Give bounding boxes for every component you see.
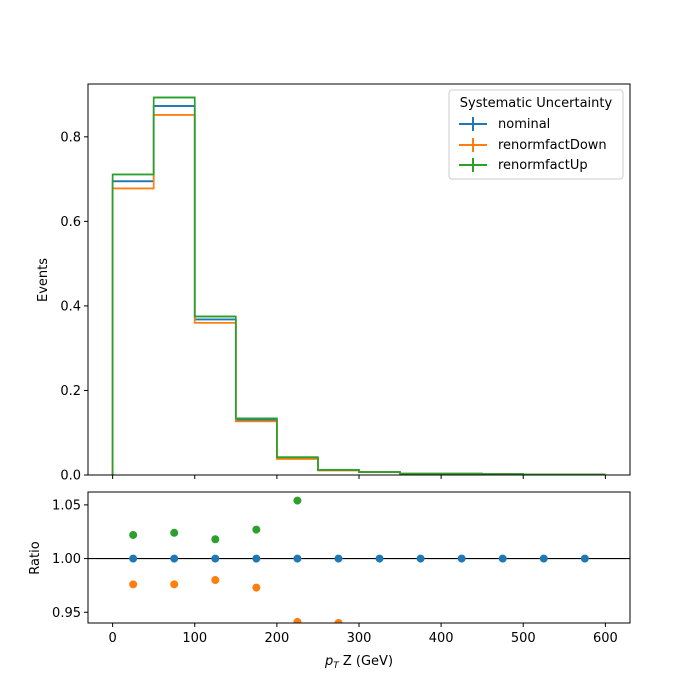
legend-entry-renormfactup: renormfactUp bbox=[459, 158, 588, 173]
main-histogram-panel: 0.0 0.2 0.4 0.6 0.8 Events Systematic Uncert… bbox=[36, 83, 631, 484]
ratio-y-tick-label: 0.95 bbox=[52, 606, 81, 621]
ratio-y-tick-label: 1.05 bbox=[52, 498, 81, 513]
ratio-panel: 0.95 1.00 1.05 0 100 200 300 400 500 600 Ratio p… bbox=[28, 491, 631, 671]
ratio-y-tick-label: 1.00 bbox=[52, 552, 81, 567]
ratio-point-nominal-10 bbox=[539, 554, 548, 563]
ratio-point-nominal-7 bbox=[416, 554, 425, 563]
ratio-x-tick-label: 300 bbox=[347, 631, 372, 646]
main-y-tick-label: 0.0 bbox=[60, 469, 81, 484]
main-y-tick-label: 0.8 bbox=[60, 130, 81, 145]
ratio-point-nominal-6 bbox=[375, 554, 384, 563]
ratio-point-renormfactup-2 bbox=[211, 535, 220, 544]
legend-title: Systematic Uncertainty bbox=[460, 96, 613, 111]
ratio-point-renormfactdown-1 bbox=[170, 580, 179, 589]
ratio-x-tick-label: 500 bbox=[511, 631, 536, 646]
ratio-points bbox=[129, 496, 589, 623]
ratio-point-renormfactdown-0 bbox=[129, 580, 138, 589]
ratio-x-tick-label: 400 bbox=[429, 631, 454, 646]
legend-entry-nominal: nominal bbox=[459, 117, 550, 132]
main-y-tick-label: 0.6 bbox=[60, 215, 81, 230]
ratio-point-renormfactup-0 bbox=[129, 530, 138, 539]
ratio-y-axis-label: Ratio bbox=[28, 541, 43, 574]
ratio-point-nominal-8 bbox=[457, 554, 466, 563]
ratio-point-renormfactdown-4 bbox=[293, 617, 302, 623]
ratio-point-nominal-11 bbox=[580, 554, 589, 563]
main-y-tick-label: 0.2 bbox=[60, 384, 81, 399]
ratio-point-nominal-3 bbox=[252, 554, 261, 563]
ratio-point-renormfactdown-2 bbox=[211, 576, 220, 585]
legend-label-renormfactup: renormfactUp bbox=[498, 158, 588, 173]
legend-label-nominal: nominal bbox=[498, 117, 550, 132]
x-axis-label-rest: Z (GeV) bbox=[339, 654, 393, 669]
main-y-tick-label: 0.4 bbox=[60, 299, 81, 314]
ratio-point-nominal-0 bbox=[129, 554, 138, 563]
legend-label-renormfactdown: renormfactDown bbox=[498, 138, 607, 153]
ratio-point-nominal-5 bbox=[334, 554, 343, 563]
ratio-x-tick-label: 200 bbox=[264, 631, 289, 646]
ratio-x-axis-label: pT Z (GeV) bbox=[324, 654, 393, 671]
ratio-point-nominal-1 bbox=[170, 554, 179, 563]
ratio-point-nominal-9 bbox=[498, 554, 507, 563]
ratio-point-nominal-4 bbox=[293, 554, 302, 563]
main-y-axis-label: Events bbox=[36, 258, 51, 302]
ratio-point-renormfactup-1 bbox=[170, 528, 179, 537]
ratio-point-renormfactdown-5 bbox=[334, 619, 343, 623]
legend-entry-renormfactdown: renormfactDown bbox=[459, 138, 607, 153]
legend: Systematic Uncertainty nominal renormfac… bbox=[448, 89, 624, 180]
ratio-x-tick-label: 0 bbox=[108, 631, 116, 646]
ratio-point-renormfactup-4 bbox=[293, 496, 302, 505]
ratio-point-nominal-2 bbox=[211, 554, 220, 563]
x-axis-label-p: p bbox=[324, 654, 333, 669]
ratio-x-tick-label: 100 bbox=[182, 631, 207, 646]
ratio-x-tick-label: 600 bbox=[593, 631, 618, 646]
ratio-point-renormfactup-3 bbox=[252, 525, 261, 534]
ratio-point-renormfactdown-3 bbox=[252, 583, 261, 592]
x-axis-label-subscript: T bbox=[333, 661, 340, 671]
legend-box bbox=[448, 89, 624, 180]
